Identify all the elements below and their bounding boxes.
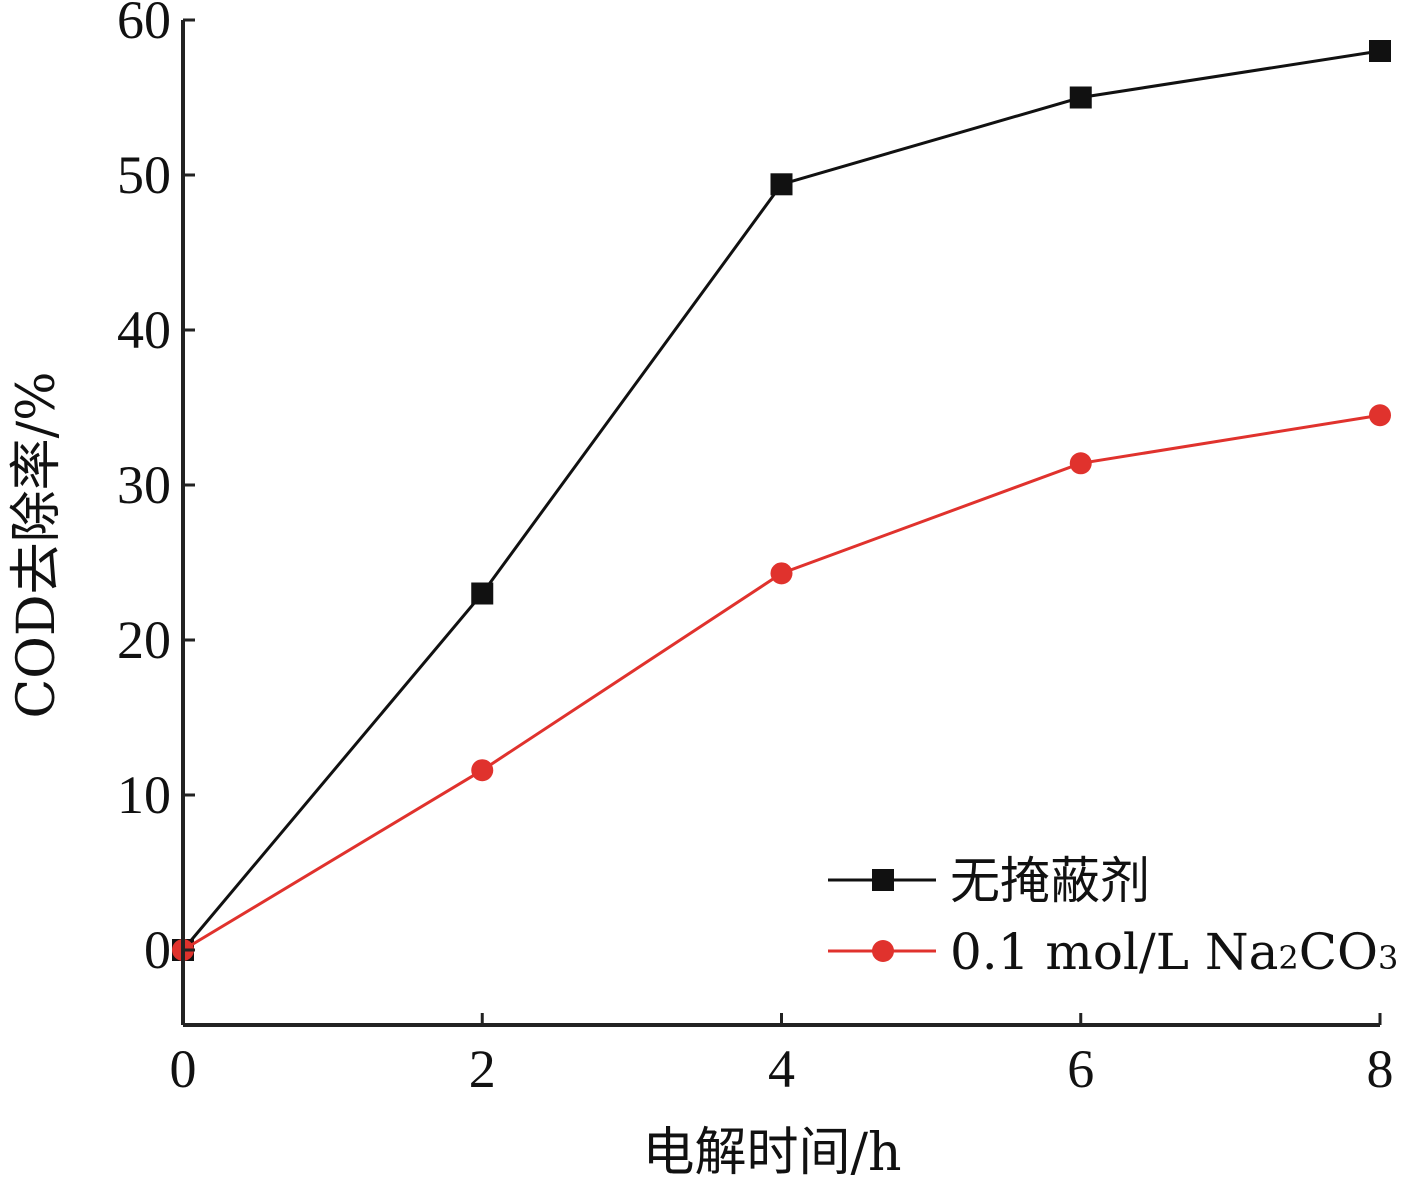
x-axis-title: 电解时间/h (642, 1123, 901, 1181)
y-axis-title: COD去除率/% (7, 371, 67, 718)
legend-marker-series-2 (872, 940, 894, 962)
series-1-point-2 (770, 173, 793, 196)
series-2-point-3 (1069, 452, 1092, 475)
series-1-point-1 (471, 582, 494, 605)
series-1-point-3 (1069, 86, 1092, 109)
axes (181, 20, 1380, 1027)
y-tick-label-0: 0 (144, 920, 171, 980)
legend-label-series-2-sub1: 2 (1278, 939, 1298, 977)
legend-marker-series-1 (872, 869, 894, 891)
x-tick-label-2: 4 (768, 1039, 795, 1099)
legend-label-series-1: 无掩蔽剂 (950, 852, 1150, 910)
legend-label-series-2-sub2: 3 (1378, 939, 1398, 977)
y-tick-label-4: 40 (117, 300, 171, 360)
legend: 无掩蔽剂 0.1 mol/L Na2CO3 (828, 852, 1398, 981)
x-tick-label-0: 0 (170, 1039, 197, 1099)
y-tick-label-1: 10 (117, 765, 171, 825)
legend-label-series-2-part2: CO (1299, 923, 1378, 981)
y-tick-label-2: 20 (117, 610, 171, 670)
series-2-point-1 (471, 759, 494, 782)
ticks: 0 10 20 30 40 50 60 0 2 4 6 8 (117, 0, 1394, 1099)
plot-area (172, 40, 1391, 961)
y-tick-label-3: 30 (117, 455, 171, 515)
series-1-point-4 (1369, 40, 1391, 62)
legend-label-series-2: 0.1 mol/L Na2CO3 (950, 923, 1398, 981)
y-tick-label-6: 60 (117, 0, 171, 50)
x-tick-label-1: 2 (469, 1039, 496, 1099)
x-tick-label-4: 8 (1367, 1039, 1394, 1099)
x-tick-label-3: 6 (1067, 1039, 1094, 1099)
series-2-point-2 (770, 562, 793, 585)
legend-label-series-2-part1: 0.1 mol/L Na (950, 923, 1278, 981)
series-2-point-4 (1369, 404, 1391, 427)
y-tick-label-5: 50 (117, 145, 171, 205)
series-2-line (182, 413, 1381, 952)
